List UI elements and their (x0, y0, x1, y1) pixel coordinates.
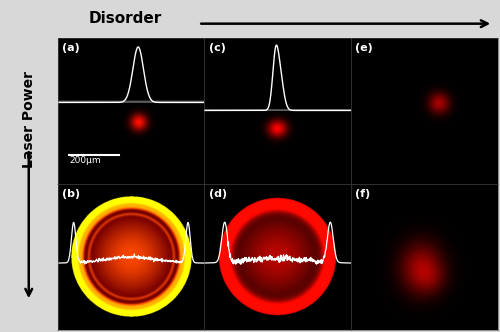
Text: 200μm: 200μm (69, 156, 101, 165)
Text: Laser Power: Laser Power (22, 71, 36, 168)
Text: (e): (e) (355, 42, 373, 52)
Text: (b): (b) (62, 189, 80, 199)
Text: (c): (c) (208, 42, 226, 52)
Text: Disorder: Disorder (88, 11, 162, 26)
Text: (d): (d) (208, 189, 226, 199)
Text: (f): (f) (355, 189, 370, 199)
Text: (a): (a) (62, 42, 80, 52)
